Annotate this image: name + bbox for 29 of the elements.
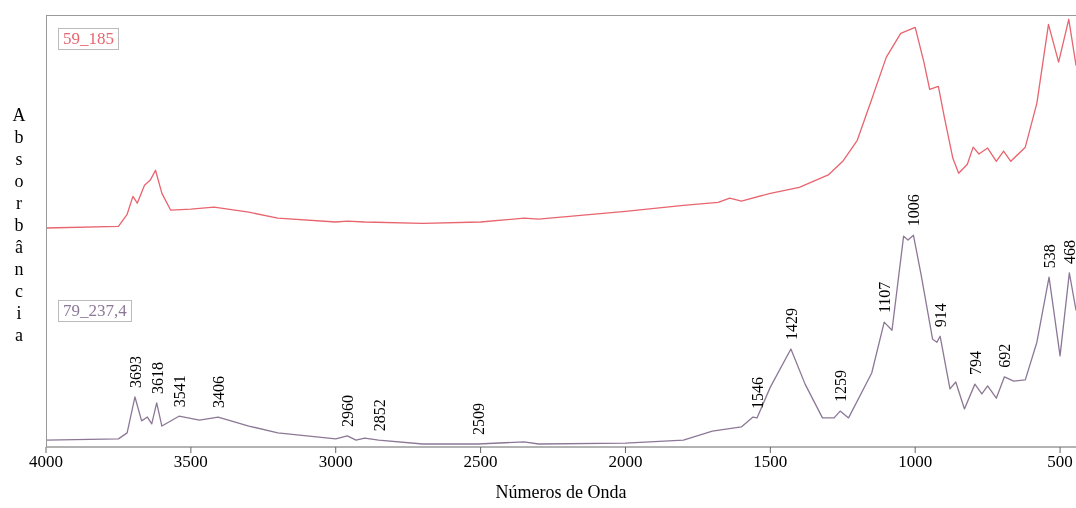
x-tick-label: 1000 xyxy=(898,452,933,472)
annotation: 1429 xyxy=(782,308,800,341)
annotation: 1107 xyxy=(876,281,894,314)
annotation: 692 xyxy=(996,343,1014,368)
x-tick-label: 2000 xyxy=(608,452,643,472)
y-axis-title: Absorbância xyxy=(8,105,29,347)
x-tick-label: 3000 xyxy=(318,452,353,472)
annotation: 1546 xyxy=(749,376,766,409)
x-tick-label: 4000 xyxy=(29,452,63,472)
annotation: 3406 xyxy=(210,376,228,409)
x-tick-label: 2500 xyxy=(463,452,498,472)
x-axis-title: Números de Onda xyxy=(495,481,627,502)
annotation: 794 xyxy=(966,351,984,376)
annotation: 3618 xyxy=(148,361,166,394)
x-tick-label: 3500 xyxy=(173,452,208,472)
annotation: 1259 xyxy=(832,370,850,403)
annotation: 3541 xyxy=(170,375,188,408)
annotation: 2509 xyxy=(469,403,487,436)
text: 59_185 xyxy=(58,28,119,50)
annotation: 538 xyxy=(1041,244,1059,269)
annotation: 468 xyxy=(1061,239,1076,264)
annotation: 2852 xyxy=(370,399,388,432)
annotation: 2960 xyxy=(339,394,357,427)
annotation: 3693 xyxy=(126,355,144,388)
annotation: 1006 xyxy=(905,194,923,227)
text: 79_237,4 xyxy=(58,300,132,323)
x-tick-label: 1500 xyxy=(753,452,788,472)
annotation: 914 xyxy=(932,303,950,328)
x-tick-label: 500 xyxy=(1047,452,1073,472)
